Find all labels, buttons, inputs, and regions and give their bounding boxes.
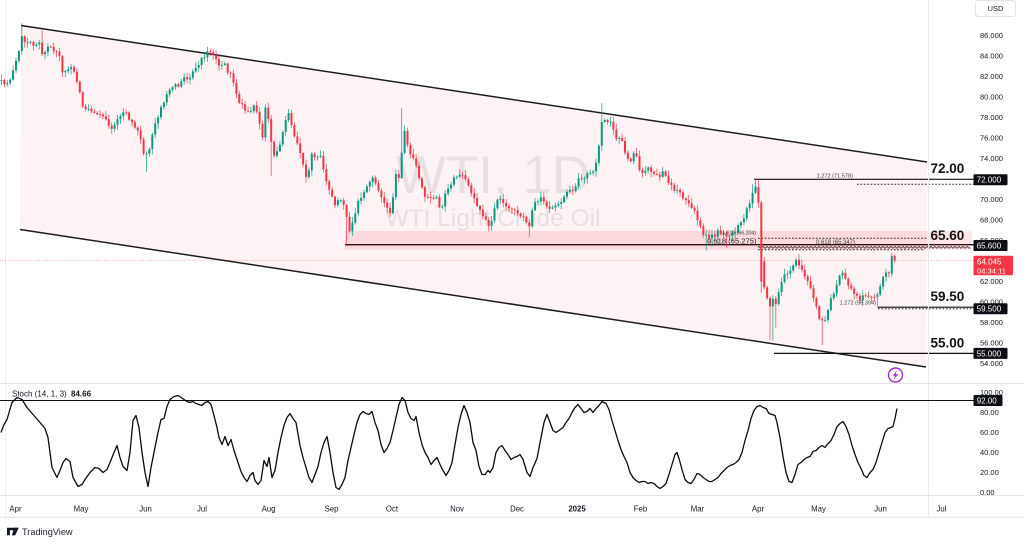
svg-text:80.00: 80.00 <box>980 408 999 417</box>
svg-text:Jul: Jul <box>937 505 947 514</box>
svg-text:86.000: 86.000 <box>980 31 1003 40</box>
svg-text:55.00: 55.00 <box>931 335 965 350</box>
svg-text:76.000: 76.000 <box>980 134 1003 143</box>
svg-text:Jun: Jun <box>874 505 887 514</box>
svg-text:1.272 (59.394): 1.272 (59.394) <box>840 301 877 307</box>
svg-text:WTI, 1D: WTI, 1D <box>396 146 590 205</box>
svg-text:WTI Light Crude Oil: WTI Light Crude Oil <box>385 205 600 232</box>
svg-text:Stoch (14, 1, 3): Stoch (14, 1, 3) <box>12 390 67 399</box>
svg-text:May: May <box>74 505 89 514</box>
svg-text:59.50: 59.50 <box>931 289 965 304</box>
svg-text:04:34:11: 04:34:11 <box>977 266 1006 275</box>
svg-text:0.618 (65.275): 0.618 (65.275) <box>707 236 757 245</box>
svg-text:70.000: 70.000 <box>980 195 1003 204</box>
svg-text:74.000: 74.000 <box>980 154 1003 163</box>
svg-text:60.000: 60.000 <box>980 298 1003 307</box>
svg-text:1.272 (71.578): 1.272 (71.578) <box>817 174 854 180</box>
svg-text:Dec: Dec <box>510 505 524 514</box>
svg-text:54.000: 54.000 <box>980 359 1003 368</box>
svg-text:84.000: 84.000 <box>980 52 1003 61</box>
svg-text:64.045: 64.045 <box>977 258 1002 267</box>
svg-text:58.000: 58.000 <box>980 318 1003 327</box>
svg-text:92.00: 92.00 <box>977 396 998 405</box>
svg-text:Apr: Apr <box>752 505 765 514</box>
svg-text:72.000: 72.000 <box>977 176 1002 185</box>
svg-text:USD: USD <box>987 4 1004 13</box>
svg-text:78.000: 78.000 <box>980 113 1003 122</box>
svg-text:80.000: 80.000 <box>980 93 1003 102</box>
svg-text:60.00: 60.00 <box>980 428 999 437</box>
svg-text:68.000: 68.000 <box>980 216 1003 225</box>
svg-text:65.600: 65.600 <box>977 241 1002 250</box>
svg-text:Nov: Nov <box>450 505 464 514</box>
svg-text:100.00: 100.00 <box>980 388 1003 397</box>
svg-text:62.000: 62.000 <box>980 277 1003 286</box>
svg-text:Apr: Apr <box>9 505 22 514</box>
svg-text:20.00: 20.00 <box>980 468 999 477</box>
svg-text:May: May <box>811 505 826 514</box>
svg-text:55.000: 55.000 <box>977 349 1002 358</box>
svg-text:0.618 (65.347): 0.618 (65.347) <box>816 240 855 246</box>
svg-text:84.66: 84.66 <box>71 390 92 399</box>
svg-text:0.00: 0.00 <box>980 488 995 497</box>
svg-text:2025: 2025 <box>568 505 586 514</box>
svg-text:1.618 (66.204): 1.618 (66.204) <box>722 230 756 236</box>
svg-text:56.000: 56.000 <box>980 339 1003 348</box>
svg-text:59.500: 59.500 <box>977 305 1002 314</box>
svg-text:TradingView: TradingView <box>22 527 73 537</box>
svg-text:65.60: 65.60 <box>931 228 965 243</box>
svg-text:Oct: Oct <box>386 505 399 514</box>
svg-text:Mar: Mar <box>691 505 705 514</box>
svg-text:72.00: 72.00 <box>931 161 965 176</box>
svg-text:82.000: 82.000 <box>980 72 1003 81</box>
svg-text:Jun: Jun <box>139 505 152 514</box>
svg-text:Feb: Feb <box>634 505 648 514</box>
svg-text:Aug: Aug <box>262 505 276 514</box>
svg-text:Jul: Jul <box>197 505 207 514</box>
svg-text:40.00: 40.00 <box>980 448 999 457</box>
svg-text:Sep: Sep <box>325 505 340 514</box>
